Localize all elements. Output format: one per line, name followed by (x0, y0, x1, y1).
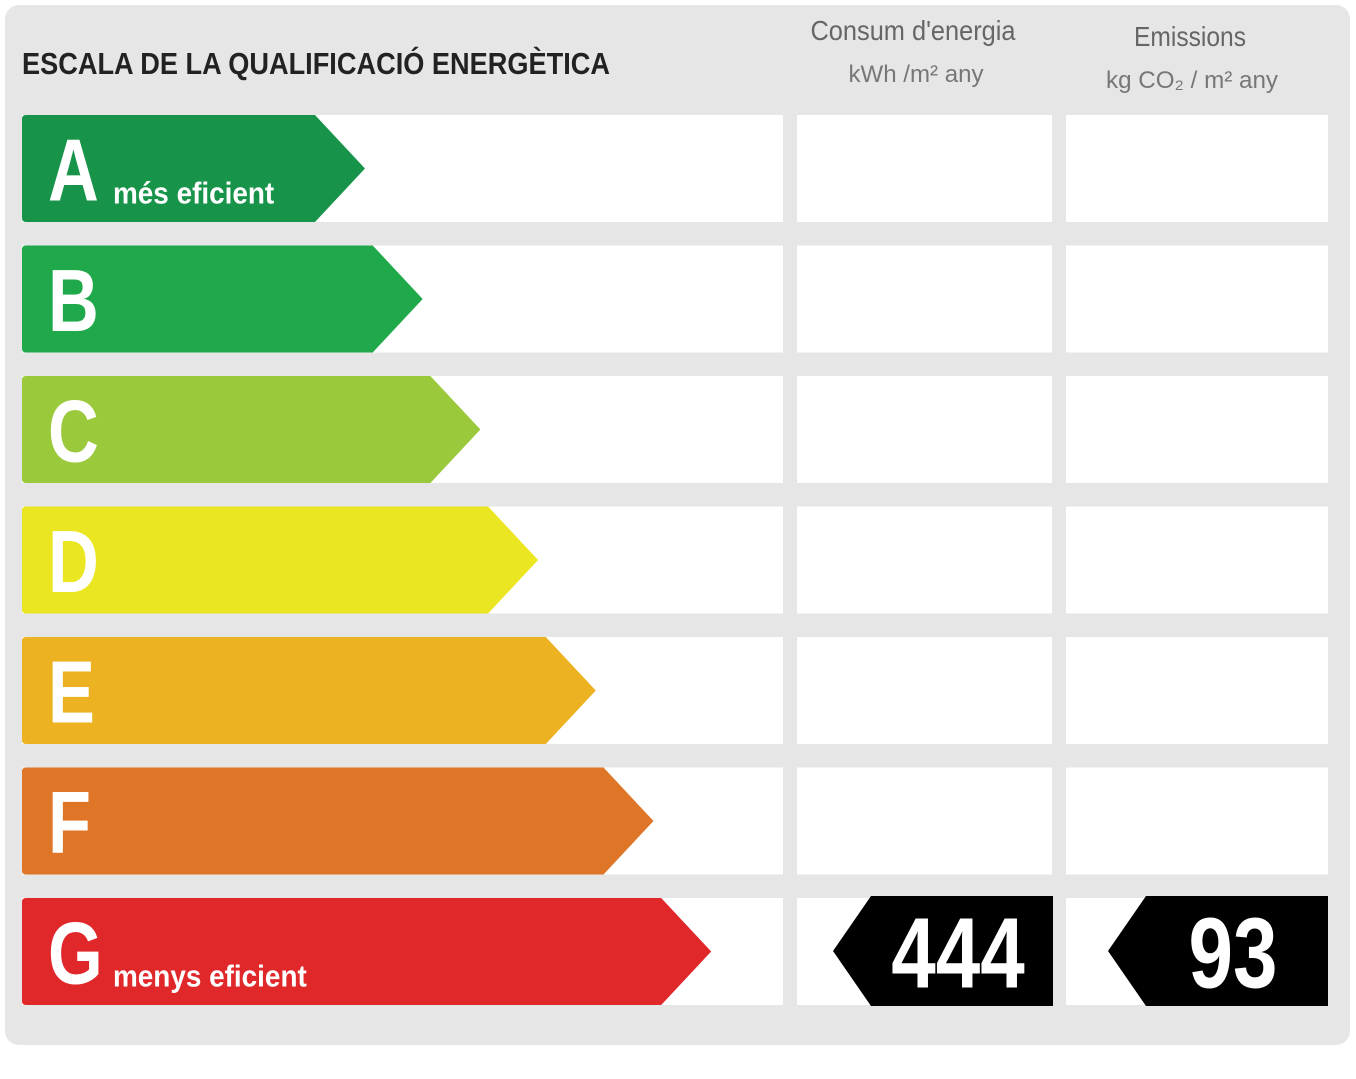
rating-arrow (22, 245, 423, 353)
rating-letter: D (48, 512, 99, 610)
rating-note: més eficient (113, 176, 274, 211)
cell (797, 245, 1052, 353)
value-arrow (1108, 896, 1328, 1006)
rating-arrow (22, 376, 481, 483)
rating-letter: G (48, 904, 103, 1002)
rating-letter: C (48, 382, 99, 480)
rating-letter: E (48, 643, 95, 741)
cell (797, 506, 1052, 614)
column-unit: kWh /m² any (849, 61, 984, 88)
value-arrow (833, 896, 1053, 1006)
cell (1066, 376, 1328, 483)
cell (1066, 767, 1328, 875)
value-label: 444 (891, 898, 1024, 1010)
value-label: 93 (1189, 898, 1278, 1010)
cell (1066, 115, 1328, 222)
column-title: Emissions (1134, 21, 1246, 52)
rating-arrow (22, 637, 596, 744)
cell (1066, 245, 1328, 353)
rating-arrow (22, 115, 365, 222)
rating-letter: F (48, 773, 91, 871)
cell (797, 637, 1052, 744)
cell (797, 767, 1052, 875)
cell (797, 376, 1052, 483)
rating-arrow (22, 506, 539, 614)
title: ESCALA DE LA QUALIFICACIÓ ENERGÈTICA (22, 45, 610, 81)
cell (1066, 637, 1328, 744)
rating-letter: A (48, 121, 99, 219)
column-unit: kg CO₂ / m² any (1106, 67, 1278, 94)
rating-note: menys eficient (113, 959, 307, 994)
rating-letter: B (48, 251, 99, 349)
rating-arrow (22, 898, 712, 1005)
cell (1066, 506, 1328, 614)
cell (797, 115, 1052, 222)
column-title: Consum d'energia (811, 15, 1016, 46)
rating-arrow (22, 767, 654, 875)
